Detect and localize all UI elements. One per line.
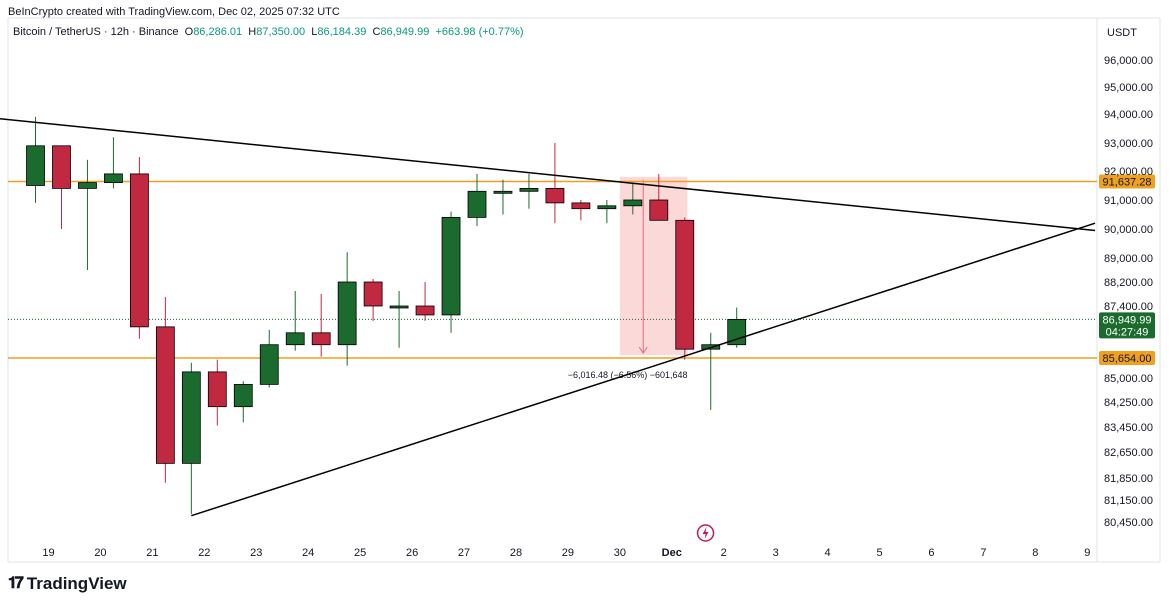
candle-body[interactable] — [26, 145, 45, 186]
low-label: L — [311, 26, 318, 38]
time-tick-label: 3 — [773, 547, 779, 559]
candle-body[interactable] — [285, 332, 305, 346]
time-tick-label: 20 — [94, 547, 106, 559]
price-tick-label: 87,400.00 — [1104, 301, 1153, 313]
candle-body[interactable] — [597, 205, 617, 210]
high-value: 87,350.00 — [256, 26, 306, 38]
price-tick-label: 94,000.00 — [1104, 109, 1153, 121]
candle-body[interactable] — [207, 371, 227, 408]
time-tick-label: 22 — [198, 547, 210, 559]
current-price-label: 86,949.99 — [1103, 314, 1152, 326]
open-value: 86,286.01 — [193, 26, 243, 38]
price-tick-label: 83,450.00 — [1104, 422, 1153, 434]
price-tick-label: 81,150.00 — [1104, 495, 1153, 507]
price-tick-label: 92,000.00 — [1104, 166, 1153, 178]
open-label: O — [184, 26, 194, 38]
time-tick-label: 2 — [721, 547, 727, 559]
time-tick-label: 7 — [980, 547, 986, 559]
range-arrow-head — [638, 346, 648, 355]
price-tick-label: 91,000.00 — [1104, 195, 1153, 207]
time-tick-label: 24 — [302, 547, 314, 559]
price-tick-label: 89,000.00 — [1104, 253, 1153, 265]
change-value: +663.98 (+0.77%) — [435, 26, 524, 38]
candle-body[interactable] — [675, 219, 695, 350]
low-value: 86,184.39 — [317, 26, 367, 38]
candle-body[interactable] — [467, 190, 487, 218]
time-tick-label: 26 — [406, 547, 418, 559]
close-label: C — [372, 26, 381, 38]
candle-body[interactable] — [649, 199, 669, 221]
candle-body[interactable] — [181, 371, 201, 464]
event-lightning-icon[interactable] — [696, 524, 715, 542]
bar-countdown-label: 04:27:49 — [1106, 326, 1149, 338]
candle-body[interactable] — [52, 145, 71, 189]
chart-attribution: BeInCrypto created with TradingView.com,… — [8, 6, 340, 18]
candle-body[interactable] — [337, 281, 357, 346]
price-tick-label: 84,250.00 — [1104, 397, 1153, 409]
candle-body[interactable] — [415, 305, 435, 316]
price-tick-label: 93,000.00 — [1104, 138, 1153, 150]
tradingview-logo[interactable]: 𝟏𝟕 TradingView — [8, 574, 127, 594]
candle-body[interactable] — [389, 305, 409, 309]
time-tick-label: 28 — [510, 547, 522, 559]
current-price-tag — [1099, 312, 1155, 339]
candle-body[interactable] — [571, 202, 591, 210]
candle-body[interactable] — [493, 190, 513, 194]
candle-body[interactable] — [623, 199, 643, 207]
candle-body[interactable] — [311, 332, 331, 346]
candle-body[interactable] — [78, 182, 97, 189]
time-tick-label: 5 — [876, 547, 882, 559]
time-tick-label: 4 — [825, 547, 831, 559]
symbol-ohlc-bar: Bitcoin / TetherUS · 12h · Binance O86,2… — [13, 26, 524, 38]
time-tick-label: 8 — [1032, 547, 1038, 559]
price-tick-label: 81,850.00 — [1104, 473, 1153, 485]
candle-body[interactable] — [259, 344, 279, 385]
time-tick-label: 23 — [250, 547, 262, 559]
price-tick-label: 82,650.00 — [1104, 447, 1153, 459]
close-value: 86,949.99 — [380, 26, 430, 38]
time-tick-label: 21 — [146, 547, 158, 559]
candle-body[interactable] — [129, 173, 149, 328]
candle-body[interactable] — [233, 383, 253, 408]
price-tick-label: 88,200.00 — [1104, 277, 1153, 289]
triangle-trendline[interactable] — [0, 117, 1096, 232]
price-tick-label: 96,000.00 — [1104, 55, 1153, 67]
symbol-name: Bitcoin / TetherUS · 12h · Binance — [13, 26, 179, 38]
candle-body[interactable] — [519, 187, 539, 192]
high-label: H — [248, 26, 257, 38]
level-price-label: 91,637.28 — [1103, 177, 1152, 189]
price-tick-label: 85,000.00 — [1104, 373, 1153, 385]
time-tick-label: 30 — [614, 547, 626, 559]
time-tick-label: 27 — [458, 547, 470, 559]
level-price-label: 85,654.00 — [1103, 353, 1152, 365]
time-tick-label: 19 — [42, 547, 54, 559]
candle-body[interactable] — [441, 216, 461, 316]
triangle-trendline[interactable] — [191, 222, 1096, 517]
level-price-tag — [1099, 351, 1155, 365]
price-tick-label: 95,000.00 — [1104, 82, 1153, 94]
price-tick-label: 90,000.00 — [1104, 224, 1153, 236]
time-tick-label: 9 — [1084, 547, 1090, 559]
tradingview-mark-icon: 𝟏𝟕 — [8, 575, 24, 592]
candle-body[interactable] — [545, 187, 565, 204]
time-tick-label: 29 — [562, 547, 574, 559]
candle-body[interactable] — [363, 281, 383, 307]
brand-label: TradingView — [26, 574, 127, 593]
time-tick-label: 25 — [354, 547, 366, 559]
level-price-tag — [1099, 174, 1155, 189]
price-tick-label: 80,450.00 — [1104, 517, 1153, 529]
candle-body[interactable] — [155, 326, 175, 464]
candle-body[interactable] — [104, 173, 123, 183]
time-tick-label: Dec — [662, 547, 682, 559]
currency-label: USDT — [1107, 27, 1137, 39]
time-tick-label: 6 — [928, 547, 934, 559]
